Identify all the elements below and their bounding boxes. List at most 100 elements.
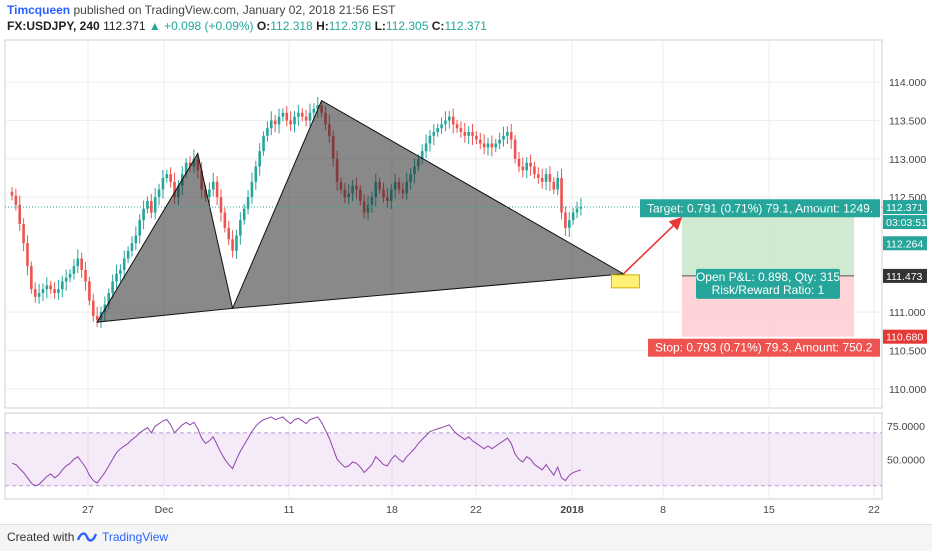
candle-body bbox=[571, 212, 575, 221]
candle-body bbox=[80, 258, 83, 270]
candle-body bbox=[88, 281, 91, 301]
candle-body bbox=[30, 266, 33, 290]
candle-body bbox=[548, 174, 552, 182]
candle-body bbox=[119, 270, 122, 274]
candle-body bbox=[293, 116, 296, 125]
stop-label-box bbox=[648, 338, 880, 357]
rsi-tick-label: 75.0000 bbox=[887, 421, 925, 433]
countdown-label: 03:03:51 bbox=[886, 217, 927, 229]
candle-body bbox=[138, 220, 142, 236]
ohlc-open-value: 112.318 bbox=[270, 19, 313, 33]
long-position-tool[interactable]: Open P&L: 0.898, Qty: 315 Risk/Reward Ra… bbox=[640, 199, 880, 357]
last-price-label-bg bbox=[883, 200, 927, 215]
candle-body bbox=[146, 201, 149, 209]
candle-body bbox=[122, 258, 126, 270]
candle-body bbox=[188, 162, 192, 167]
time-tick-label: 18 bbox=[386, 504, 398, 516]
chart-canvas[interactable]: 114.000113.500113.000112.500111.000110.5… bbox=[0, 0, 932, 524]
candle-body bbox=[231, 239, 234, 251]
candle-body bbox=[289, 120, 292, 125]
candle-body bbox=[444, 120, 447, 125]
pnl-label: Open P&L: 0.898, Qty: 315 bbox=[696, 270, 840, 284]
pattern-triangle bbox=[231, 99, 626, 309]
candle-body bbox=[513, 139, 517, 159]
entry-price-label: 111.473 bbox=[886, 271, 923, 283]
candle-body bbox=[64, 277, 68, 282]
candle-body bbox=[126, 250, 130, 259]
last-price: 112.371 bbox=[103, 19, 146, 33]
candle-body bbox=[142, 208, 145, 221]
candle-body bbox=[41, 289, 45, 293]
candle-body bbox=[254, 166, 258, 182]
candle-body bbox=[579, 207, 583, 209]
candle-body bbox=[53, 289, 56, 293]
stop-price-label-bg bbox=[883, 329, 927, 344]
candle-body bbox=[208, 189, 211, 198]
rsi-band bbox=[5, 432, 882, 486]
candle-body bbox=[486, 143, 490, 148]
candle-body bbox=[525, 162, 529, 171]
candle-body bbox=[269, 120, 273, 129]
candle-body bbox=[215, 181, 219, 198]
candle-body bbox=[266, 128, 269, 136]
harmonic-pattern[interactable] bbox=[96, 99, 626, 323]
candle-body bbox=[552, 181, 556, 190]
candle-body bbox=[451, 116, 455, 125]
candle-body bbox=[10, 191, 14, 196]
ohlc-close-value: 112.371 bbox=[444, 19, 487, 33]
candle-body bbox=[57, 289, 60, 293]
candle-body bbox=[428, 135, 432, 144]
candle-body bbox=[235, 235, 238, 251]
candle-body bbox=[304, 116, 308, 121]
candle-body bbox=[107, 293, 111, 305]
symbol-label: FX:USDJPY, 240 bbox=[7, 19, 100, 33]
candle-body bbox=[502, 135, 505, 140]
candle-body bbox=[22, 224, 25, 244]
candle-body bbox=[459, 128, 463, 132]
target-label: Target: 0.791 (0.71%) 79.1, Amount: 1249… bbox=[647, 201, 873, 215]
candle-body bbox=[509, 132, 513, 140]
pattern-triangle bbox=[96, 152, 234, 323]
candle-body bbox=[281, 112, 285, 117]
ohlc-low-label: L: bbox=[374, 19, 386, 33]
candle-body bbox=[467, 132, 470, 136]
time-tick-label: 11 bbox=[284, 504, 295, 516]
candle-body bbox=[72, 266, 76, 274]
stop-label: Stop: 0.793 (0.71%) 79.3, Amount: 750.2 bbox=[655, 341, 873, 355]
stop-price-label: 110.680 bbox=[886, 332, 923, 344]
target-price-label-bg bbox=[883, 236, 927, 251]
candle-body bbox=[521, 166, 525, 171]
candle-body bbox=[33, 289, 37, 297]
time-tick-label: 22 bbox=[868, 504, 880, 516]
candle-body bbox=[471, 132, 474, 136]
ohlc-high-value: 112.378 bbox=[328, 19, 372, 33]
rsi-tick-label: 50.0000 bbox=[887, 454, 925, 466]
candle-body bbox=[45, 285, 49, 290]
price-tick-label: 113.500 bbox=[889, 116, 926, 128]
candle-body bbox=[49, 285, 52, 290]
candle-body bbox=[84, 270, 87, 282]
last-price-label: 112.371 bbox=[886, 202, 923, 214]
projection-arrow[interactable] bbox=[622, 217, 683, 275]
target-label-box bbox=[640, 199, 880, 218]
time-tick-label: 22 bbox=[470, 504, 482, 516]
candle-body bbox=[440, 124, 443, 129]
candle-body bbox=[227, 227, 231, 240]
entry-marker[interactable] bbox=[610, 274, 640, 289]
candle-body bbox=[432, 132, 436, 136]
created-with-text: Created with bbox=[7, 530, 75, 544]
ohlc-low-value: 112.305 bbox=[385, 19, 429, 33]
candle-body bbox=[463, 132, 467, 136]
candle-body bbox=[556, 178, 559, 190]
candle-body bbox=[478, 139, 482, 144]
tradingview-link[interactable]: TradingView bbox=[102, 530, 169, 544]
target-zone[interactable] bbox=[682, 215, 854, 276]
candle-body bbox=[517, 158, 521, 167]
time-tick-label: 27 bbox=[82, 504, 94, 516]
candle-body bbox=[68, 273, 72, 278]
price-labels: 112.371 03:03:51 112.264 111.473 110.680 bbox=[883, 200, 927, 344]
candle-body bbox=[482, 143, 486, 148]
author-name[interactable]: Timcqueen bbox=[7, 3, 71, 17]
time-tick-label: Dec bbox=[155, 504, 174, 516]
up-triangle-icon: ▲ bbox=[148, 19, 161, 33]
